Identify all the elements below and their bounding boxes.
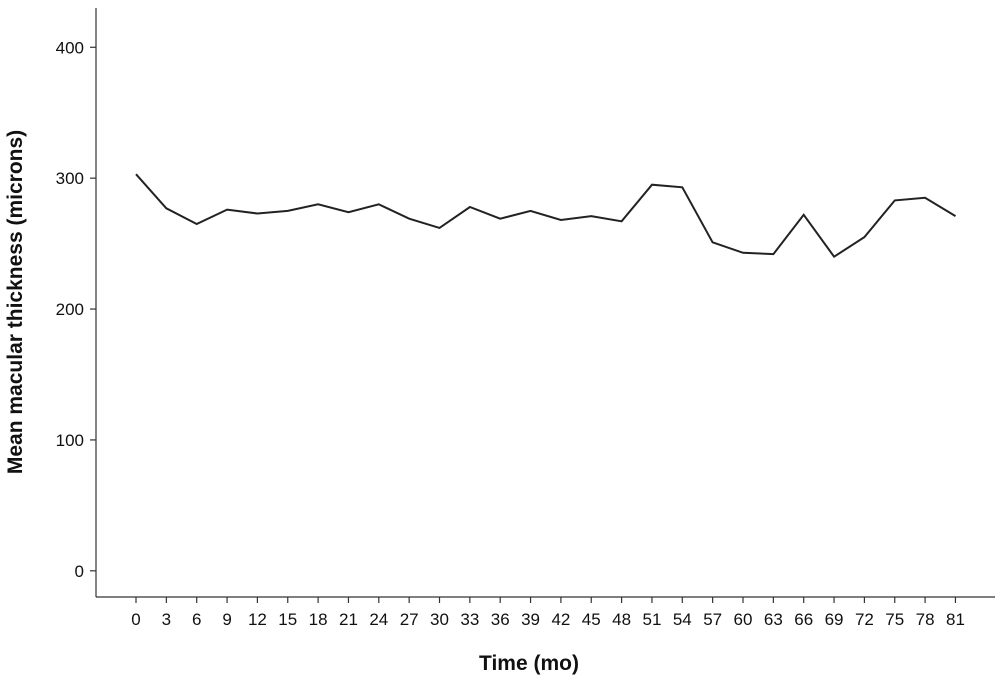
- series-line: [135, 173, 957, 259]
- x-tick-label: 24: [369, 610, 388, 629]
- x-tick-label: 30: [430, 610, 449, 629]
- x-tick-label: 42: [551, 610, 570, 629]
- x-tick-label: 15: [278, 610, 297, 629]
- y-tick-label: 400: [56, 38, 84, 57]
- x-tick-label: 45: [582, 610, 601, 629]
- x-axis-title: Time (mo): [479, 652, 579, 675]
- axes: [95, 8, 995, 598]
- y-tick-label: 0: [75, 562, 84, 581]
- x-tick-label: 3: [162, 610, 171, 629]
- y-tick-label: 100: [56, 431, 84, 450]
- y-axis-title: Mean macular thickness (microns): [4, 130, 27, 474]
- x-tick-label: 6: [192, 610, 201, 629]
- y-tick-label: 300: [56, 169, 84, 188]
- x-tick-label: 51: [642, 610, 661, 629]
- x-tick-label: 69: [825, 610, 844, 629]
- y-ticks: 0 100 200 300 400: [56, 38, 96, 581]
- x-tick-label: 54: [673, 610, 692, 629]
- x-tick-label: 27: [400, 610, 419, 629]
- x-tick-label: 39: [521, 610, 540, 629]
- x-tick-label: 33: [460, 610, 479, 629]
- x-tick-label: 72: [855, 610, 874, 629]
- x-tick-label: 63: [764, 610, 783, 629]
- series-group: [135, 173, 957, 259]
- x-tick-label: 36: [491, 610, 510, 629]
- x-ticks: 0 3 6 9 12 15 18 21 24 27 30 33 36 39 42 45 48 51 54 57 60 63…: [131, 597, 965, 629]
- x-tick-label: 75: [885, 610, 904, 629]
- x-tick-label: 21: [339, 610, 358, 629]
- x-tick-label: 66: [794, 610, 813, 629]
- x-tick-label: 57: [703, 610, 722, 629]
- x-tick-label: 18: [309, 610, 328, 629]
- x-tick-label: 48: [612, 610, 631, 629]
- x-tick-label: 9: [222, 610, 231, 629]
- x-tick-label: 81: [946, 610, 965, 629]
- x-tick-label: 78: [916, 610, 935, 629]
- x-tick-label: 60: [734, 610, 753, 629]
- x-tick-label: 12: [248, 610, 267, 629]
- x-tick-label: 0: [131, 610, 140, 629]
- y-tick-label: 200: [56, 300, 84, 319]
